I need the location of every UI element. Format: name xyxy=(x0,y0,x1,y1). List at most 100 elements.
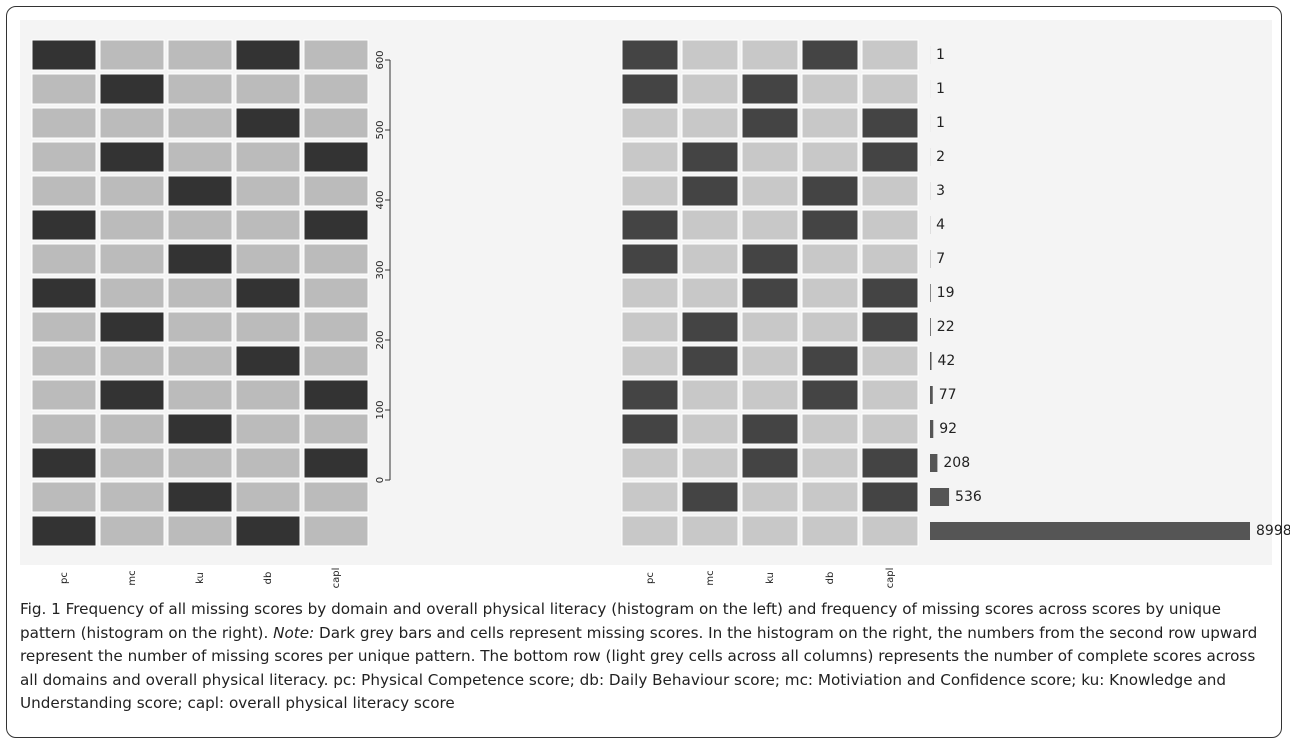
matrix-cell xyxy=(304,482,368,512)
frequency-label: 3 xyxy=(936,183,945,199)
pattern-cell xyxy=(862,414,918,444)
matrix-cell xyxy=(100,40,164,70)
frequency-label: 4 xyxy=(936,217,945,233)
pattern-cell xyxy=(682,278,738,308)
matrix-cell xyxy=(304,74,368,104)
pattern-cell xyxy=(682,176,738,206)
matrix-cell xyxy=(236,108,300,138)
matrix-cell xyxy=(168,346,232,376)
pattern-cell xyxy=(862,380,918,410)
frequency-label: 92 xyxy=(939,421,957,437)
frequency-label: 1 xyxy=(936,115,945,131)
pattern-cell xyxy=(802,414,858,444)
pattern-cell xyxy=(862,210,918,240)
pattern-cell xyxy=(622,414,678,444)
matrix-cell xyxy=(168,414,232,444)
matrix-cell xyxy=(304,142,368,172)
matrix-cell xyxy=(304,448,368,478)
pattern-cell xyxy=(622,74,678,104)
matrix-cell xyxy=(168,74,232,104)
pattern-cell xyxy=(682,448,738,478)
pattern-cell xyxy=(802,278,858,308)
pattern-cell xyxy=(682,414,738,444)
frequency-label: 22 xyxy=(937,319,955,335)
column-label: db xyxy=(263,572,274,585)
frequency-label: 1 xyxy=(936,81,945,97)
matrix-cell xyxy=(32,176,96,206)
caption-note-label: Note: xyxy=(273,624,314,642)
y-tick-label: 300 xyxy=(375,260,386,279)
pattern-cell xyxy=(742,210,798,240)
column-label: mc xyxy=(127,570,138,585)
pattern-cell xyxy=(802,210,858,240)
column-label: capl xyxy=(885,568,896,589)
matrix-cell xyxy=(32,244,96,274)
matrix-cell xyxy=(32,448,96,478)
pattern-cell xyxy=(682,380,738,410)
pattern-cell xyxy=(862,142,918,172)
pattern-cell xyxy=(682,108,738,138)
matrix-cell xyxy=(236,312,300,342)
matrix-cell xyxy=(100,210,164,240)
matrix-cell xyxy=(236,482,300,512)
matrix-cell xyxy=(304,380,368,410)
pattern-cell xyxy=(622,210,678,240)
column-label: ku xyxy=(195,572,206,584)
pattern-cell xyxy=(742,312,798,342)
y-tick-label: 0 xyxy=(375,477,386,483)
matrix-cell xyxy=(168,448,232,478)
frequency-label: 2 xyxy=(936,149,945,165)
pattern-cell xyxy=(862,482,918,512)
pattern-cell xyxy=(682,482,738,512)
matrix-cell xyxy=(236,380,300,410)
y-tick-label: 200 xyxy=(375,330,386,349)
pattern-cell xyxy=(622,312,678,342)
pattern-cell xyxy=(862,40,918,70)
frequency-bar xyxy=(930,420,933,438)
matrix-cell xyxy=(168,482,232,512)
matrix-cell xyxy=(100,312,164,342)
pattern-cell xyxy=(742,380,798,410)
pattern-cell xyxy=(802,74,858,104)
pattern-cell xyxy=(862,448,918,478)
pattern-cell xyxy=(802,516,858,546)
matrix-cell xyxy=(32,312,96,342)
pattern-cell xyxy=(682,74,738,104)
matrix-cell xyxy=(32,482,96,512)
y-tick-label: 400 xyxy=(375,190,386,209)
matrix-cell xyxy=(32,108,96,138)
pattern-cell xyxy=(682,312,738,342)
pattern-cell xyxy=(802,142,858,172)
frequency-bar xyxy=(930,386,933,404)
matrix-cell xyxy=(100,278,164,308)
matrix-cell xyxy=(168,380,232,410)
frequency-bar xyxy=(930,352,931,370)
pattern-cell xyxy=(742,516,798,546)
matrix-cell xyxy=(236,142,300,172)
matrix-cell xyxy=(100,482,164,512)
matrix-cell xyxy=(236,210,300,240)
matrix-cell xyxy=(168,40,232,70)
frequency-label: 19 xyxy=(937,285,955,301)
column-label: capl xyxy=(331,568,342,589)
matrix-cell xyxy=(236,74,300,104)
matrix-cell xyxy=(304,278,368,308)
frequency-label: 77 xyxy=(939,387,957,403)
pattern-cell xyxy=(742,482,798,512)
pattern-cell xyxy=(682,210,738,240)
column-label: pc xyxy=(645,572,656,584)
pattern-cell xyxy=(862,516,918,546)
matrix-cell xyxy=(100,74,164,104)
frequency-label: 1 xyxy=(936,47,945,63)
pattern-cell xyxy=(682,516,738,546)
pattern-cell xyxy=(862,74,918,104)
pattern-cell xyxy=(802,40,858,70)
pattern-cell xyxy=(862,278,918,308)
pattern-cell xyxy=(802,176,858,206)
pattern-cell xyxy=(742,108,798,138)
pattern-cell xyxy=(742,346,798,376)
y-tick-label: 600 xyxy=(375,50,386,69)
pattern-cell xyxy=(802,312,858,342)
matrix-cell xyxy=(236,414,300,444)
pattern-cell xyxy=(742,40,798,70)
